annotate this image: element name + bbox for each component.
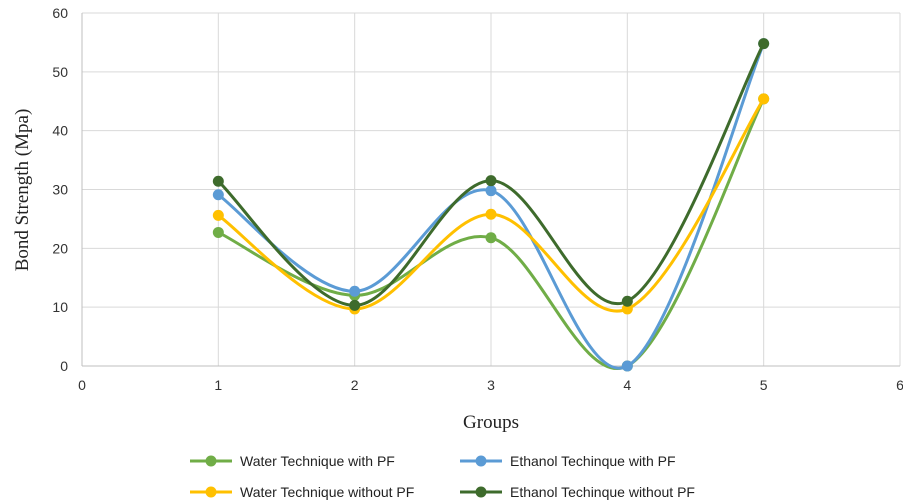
legend: Water Technique with PF Ethanol Techinque… <box>190 453 695 500</box>
x-tick-label: 5 <box>760 377 768 393</box>
series-3 <box>212 93 770 315</box>
legend-swatch-marker <box>475 486 487 498</box>
data-point <box>485 208 497 220</box>
series-layer <box>212 38 770 372</box>
legend-swatch-marker <box>205 486 217 498</box>
series-line <box>216 42 766 307</box>
tick-labels: 0 10 20 30 40 50 60 0 1 2 3 4 5 6 <box>52 5 903 393</box>
data-point <box>758 93 770 105</box>
data-point <box>212 226 224 238</box>
data-point <box>485 185 497 197</box>
x-axis-title: Groups <box>463 412 519 433</box>
legend-item: Water Technique without PF <box>190 484 414 500</box>
x-tick-label: 1 <box>214 377 222 393</box>
data-point <box>485 232 497 244</box>
legend-label: Ethanol Techinque without PF <box>510 484 695 500</box>
y-tick-label: 30 <box>52 182 68 198</box>
legend-swatch-marker <box>475 455 487 467</box>
data-point <box>758 38 770 50</box>
y-axis-title: Bond Strength (Mpa) <box>12 109 33 272</box>
legend-label: Water Technique with PF <box>240 453 395 469</box>
y-tick-label: 0 <box>60 358 68 374</box>
x-tick-label: 2 <box>351 377 359 393</box>
data-point <box>212 209 224 221</box>
x-tick-label: 4 <box>623 377 631 393</box>
data-point <box>621 303 633 315</box>
data-point <box>485 175 497 187</box>
y-tick-label: 20 <box>52 240 68 256</box>
data-point <box>349 299 361 311</box>
y-tick-label: 40 <box>52 123 68 139</box>
data-point <box>349 285 361 297</box>
legend-item: Water Technique with PF <box>190 453 395 469</box>
data-point <box>621 360 633 372</box>
legend-label: Ethanol Techinque with PF <box>510 453 676 469</box>
legend-swatch-marker <box>205 455 217 467</box>
y-tick-label: 10 <box>52 299 68 315</box>
legend-item: Ethanol Techinque with PF <box>460 453 676 469</box>
axes <box>81 13 900 367</box>
y-tick-label: 60 <box>52 5 68 21</box>
data-point <box>212 175 224 187</box>
x-tick-label: 3 <box>487 377 495 393</box>
x-tick-label: 0 <box>78 377 86 393</box>
series-4 <box>212 38 770 311</box>
series-line <box>216 97 766 370</box>
series-line <box>216 97 766 313</box>
data-point <box>212 189 224 201</box>
series-line <box>216 42 766 370</box>
legend-label: Water Technique without PF <box>240 484 414 500</box>
series-2 <box>212 38 770 372</box>
legend-item: Ethanol Techinque without PF <box>460 484 695 500</box>
y-tick-label: 50 <box>52 64 68 80</box>
x-tick-label: 6 <box>896 377 903 393</box>
data-point <box>621 295 633 307</box>
